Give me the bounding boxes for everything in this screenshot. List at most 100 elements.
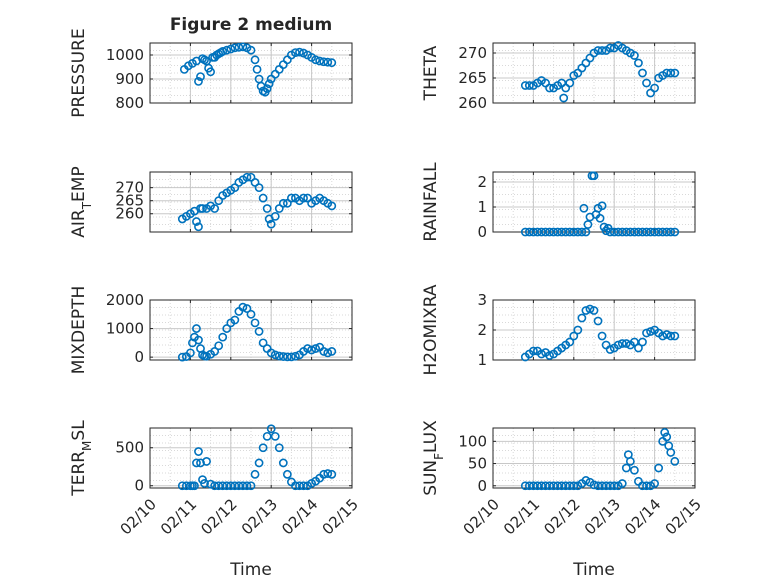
data-point	[545, 83, 554, 93]
data-point	[605, 43, 615, 53]
data-point	[311, 55, 321, 65]
data-point	[634, 58, 643, 68]
data-point	[230, 43, 240, 53]
data-point	[520, 227, 530, 237]
data-point	[553, 481, 563, 491]
data-point	[529, 481, 538, 491]
data-point	[264, 79, 274, 89]
data-point	[654, 463, 664, 473]
data-point	[210, 347, 220, 356]
data-point	[650, 479, 659, 488]
data-point	[246, 45, 256, 55]
data-point	[662, 432, 672, 442]
y-tick-label: 3	[477, 291, 487, 309]
data-point	[303, 344, 312, 353]
data-point	[541, 481, 550, 491]
data-point	[561, 227, 571, 237]
data-point	[638, 337, 647, 347]
data-point	[238, 481, 248, 491]
data-point	[595, 213, 605, 223]
data-point	[569, 481, 579, 491]
data-point	[541, 227, 550, 237]
data-point	[262, 84, 272, 93]
data-point	[537, 349, 546, 359]
data-point	[278, 352, 288, 361]
data-point	[327, 201, 337, 211]
data-point	[670, 456, 680, 466]
data-point	[210, 204, 220, 213]
data-point	[581, 476, 591, 485]
data-point	[194, 222, 203, 232]
data-point	[238, 302, 248, 312]
data-point	[613, 227, 623, 237]
data-point	[650, 83, 659, 93]
data-point	[625, 227, 635, 237]
y-tick-label: 260	[115, 205, 144, 223]
data-point	[315, 56, 325, 66]
data-point	[553, 227, 563, 237]
data-point	[597, 46, 607, 55]
data-point	[533, 227, 542, 237]
data-point	[234, 481, 244, 491]
data-point	[194, 77, 203, 86]
y-axis-label: SUNFLUX	[421, 420, 446, 496]
data-point	[258, 193, 268, 203]
data-point	[270, 211, 280, 221]
data-point	[258, 338, 268, 348]
data-point	[177, 352, 187, 362]
data-point	[634, 227, 643, 237]
subplot-mixdepth: 0 1000 2000 MIXDEPTH	[69, 286, 353, 374]
data-point	[650, 227, 659, 237]
data-point	[274, 351, 284, 361]
data-point	[617, 227, 627, 237]
data-point	[311, 344, 321, 353]
data-point	[593, 481, 603, 491]
y-tick-label: 265	[458, 69, 487, 87]
data-point	[242, 481, 252, 491]
data-point	[593, 316, 603, 326]
data-point	[262, 431, 272, 441]
y-tick-label: 2	[477, 321, 487, 339]
data-point	[270, 350, 280, 360]
data-point	[537, 481, 546, 491]
data-point	[573, 325, 583, 335]
data-point	[238, 42, 248, 52]
data-point	[319, 469, 329, 479]
data-point	[254, 183, 264, 193]
data-point	[593, 46, 603, 55]
data-point	[266, 219, 276, 229]
y-tick-label: 265	[115, 192, 144, 210]
data-point	[565, 227, 575, 237]
data-point	[577, 227, 587, 237]
subplot-theta: 260 265 270 THETA	[421, 41, 696, 112]
y-tick-label: 1000	[106, 46, 144, 64]
data-point	[573, 227, 583, 237]
data-point	[630, 337, 639, 347]
data-point	[666, 331, 676, 341]
data-point	[291, 48, 300, 57]
data-point	[222, 45, 232, 55]
data-point	[605, 345, 615, 354]
data-point	[258, 443, 268, 453]
data-point	[194, 335, 203, 345]
data-point	[589, 480, 599, 490]
data-point	[242, 172, 252, 182]
data-point	[557, 481, 567, 491]
data-point	[198, 204, 207, 213]
data-point	[299, 193, 308, 203]
data-point	[286, 352, 296, 362]
data-point	[642, 481, 651, 491]
data-point	[609, 227, 619, 237]
data-point	[646, 327, 655, 336]
data-point	[190, 481, 199, 491]
data-point	[561, 481, 571, 491]
data-point	[617, 479, 627, 488]
data-point	[323, 469, 333, 478]
y-tick-label: 0	[134, 477, 144, 495]
data-point	[246, 309, 256, 319]
data-point	[250, 318, 260, 328]
data-point	[278, 458, 288, 468]
data-point	[658, 227, 668, 237]
data-point	[291, 351, 300, 361]
data-point	[242, 304, 252, 313]
